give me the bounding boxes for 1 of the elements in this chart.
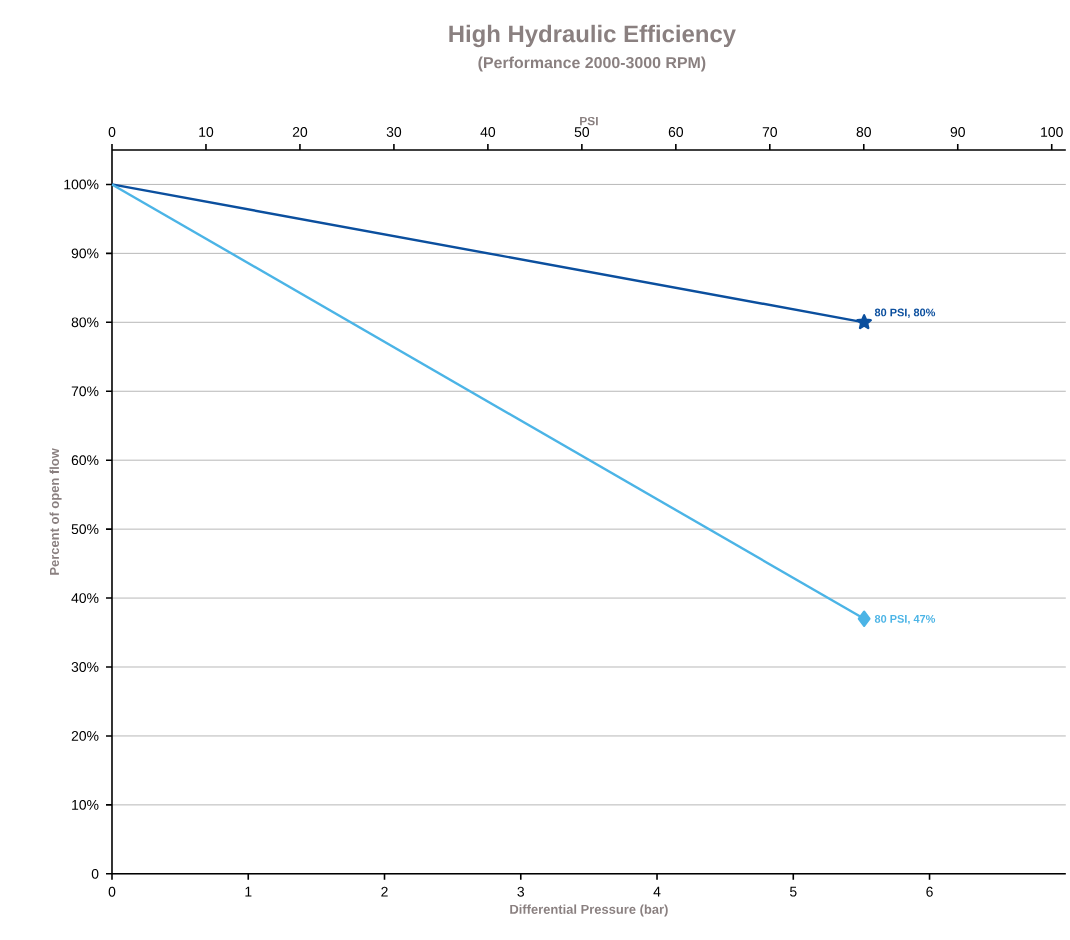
chart-title: High Hydraulic Efficiency (449, 24, 736, 48)
